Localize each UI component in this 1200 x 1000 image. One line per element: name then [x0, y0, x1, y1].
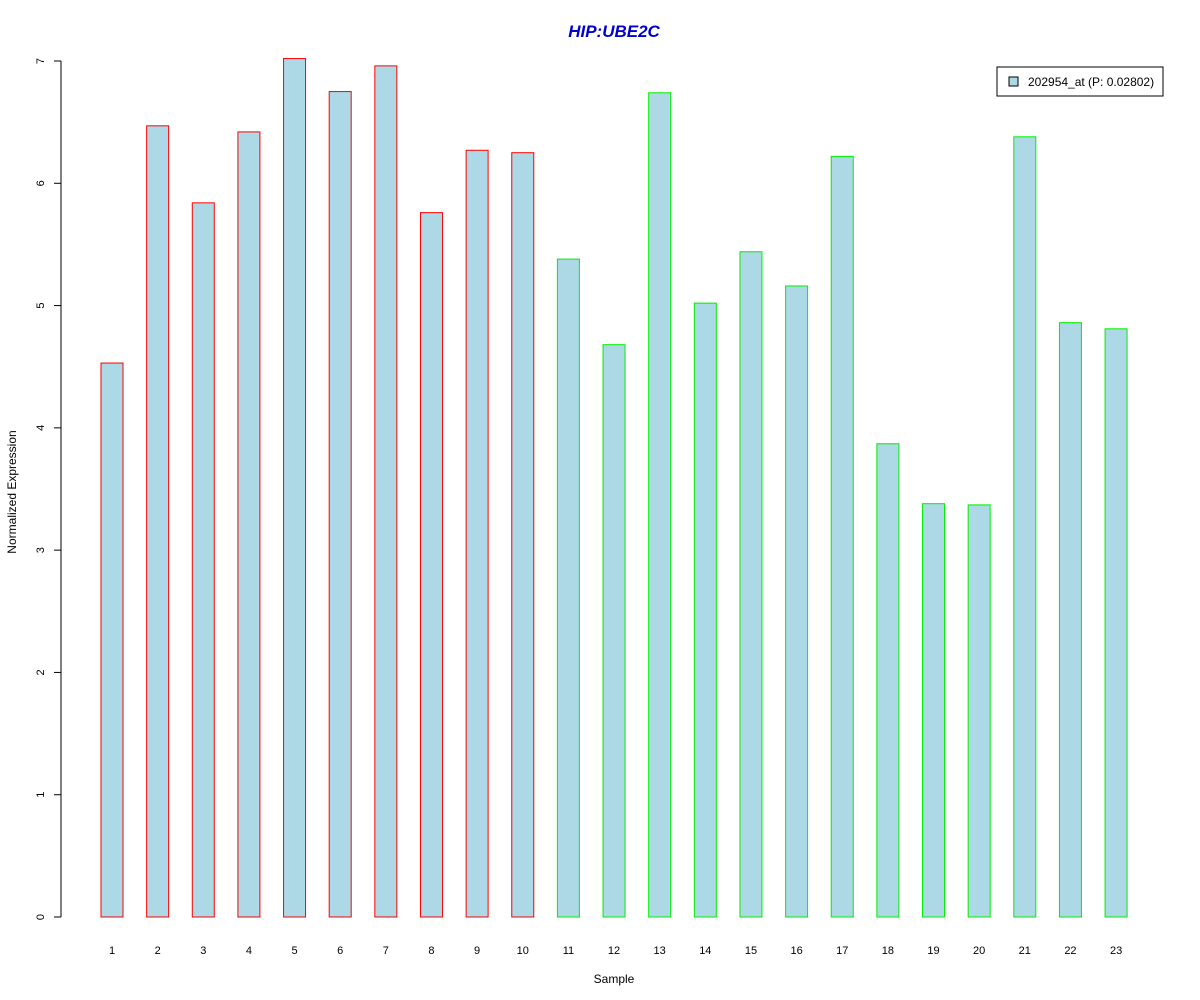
y-axis-ticks: 0 1 2 3 4 5 6 7 — [35, 58, 61, 920]
bar-sample-6 — [328, 91, 352, 918]
bar-sample-12 — [602, 344, 626, 918]
x-tick-label-8: 8 — [428, 945, 434, 957]
x-tick-label-7: 7 — [383, 945, 389, 957]
bar-sample-9 — [465, 149, 489, 918]
x-tick-label-18: 18 — [882, 945, 894, 957]
x-tick-label-12: 12 — [608, 945, 620, 957]
bar-sample-8 — [419, 212, 443, 918]
y-axis-label: Normalized Expression — [5, 430, 19, 553]
x-tick-label-5: 5 — [291, 945, 297, 957]
legend-label: 202954_at (P: 0.02802) — [1028, 75, 1154, 89]
bar-sample-19 — [922, 503, 946, 918]
x-tick-label-4: 4 — [246, 945, 252, 957]
bar-sample-1 — [100, 362, 124, 918]
legend-box — [996, 66, 1164, 97]
y-tick-label-0: 0 — [35, 914, 47, 920]
bar-sample-13 — [648, 92, 672, 918]
x-tick-label-2: 2 — [155, 945, 161, 957]
x-tick-label-6: 6 — [337, 945, 343, 957]
y-tick-label-1: 1 — [35, 792, 47, 798]
x-tick-label-15: 15 — [745, 945, 757, 957]
y-tick-label-7: 7 — [35, 58, 47, 64]
bar-sample-11 — [556, 258, 580, 918]
y-tick-label-2: 2 — [35, 669, 47, 675]
y-tick-label-6: 6 — [35, 180, 47, 186]
x-tick-label-1: 1 — [109, 945, 115, 957]
legend-swatch — [1008, 76, 1019, 87]
x-tick-label-13: 13 — [654, 945, 666, 957]
x-axis-label: Sample — [594, 972, 635, 986]
x-tick-label-20: 20 — [973, 945, 985, 957]
bar-sample-18 — [876, 443, 900, 918]
bar-sample-3 — [191, 202, 215, 918]
bars — [100, 58, 1128, 918]
x-axis-tick-labels: 1 2 3 4 5 6 7 8 9 10 11 12 13 14 15 16 17 18 19 20 21 22 23 — [109, 945, 1122, 957]
bar-sample-20 — [967, 504, 991, 918]
bar-sample-16 — [785, 285, 809, 918]
x-tick-label-21: 21 — [1019, 945, 1031, 957]
bar-sample-23 — [1104, 328, 1128, 918]
x-tick-label-17: 17 — [836, 945, 848, 957]
x-tick-label-9: 9 — [474, 945, 480, 957]
bar-sample-21 — [1013, 136, 1037, 918]
bar-sample-2 — [146, 125, 170, 918]
x-tick-label-16: 16 — [790, 945, 802, 957]
bar-sample-4 — [237, 131, 261, 918]
x-tick-label-22: 22 — [1064, 945, 1076, 957]
bar-sample-22 — [1058, 322, 1082, 918]
bar-sample-14 — [693, 302, 717, 918]
bar-sample-7 — [374, 65, 398, 918]
legend: 202954_at (P: 0.02802) — [996, 66, 1164, 97]
x-tick-label-10: 10 — [517, 945, 529, 957]
y-tick-label-3: 3 — [35, 547, 47, 553]
chart-title: HIP:UBE2C — [568, 22, 660, 41]
x-tick-label-3: 3 — [200, 945, 206, 957]
bar-sample-17 — [830, 155, 854, 918]
x-tick-label-14: 14 — [699, 945, 711, 957]
bar-sample-5 — [283, 58, 307, 918]
x-tick-label-11: 11 — [563, 945, 574, 957]
x-tick-label-19: 19 — [927, 945, 939, 957]
y-tick-label-5: 5 — [35, 303, 47, 309]
bar-sample-15 — [739, 251, 763, 918]
y-tick-label-4: 4 — [35, 425, 47, 431]
bar-sample-10 — [511, 152, 535, 918]
x-tick-label-23: 23 — [1110, 945, 1122, 957]
